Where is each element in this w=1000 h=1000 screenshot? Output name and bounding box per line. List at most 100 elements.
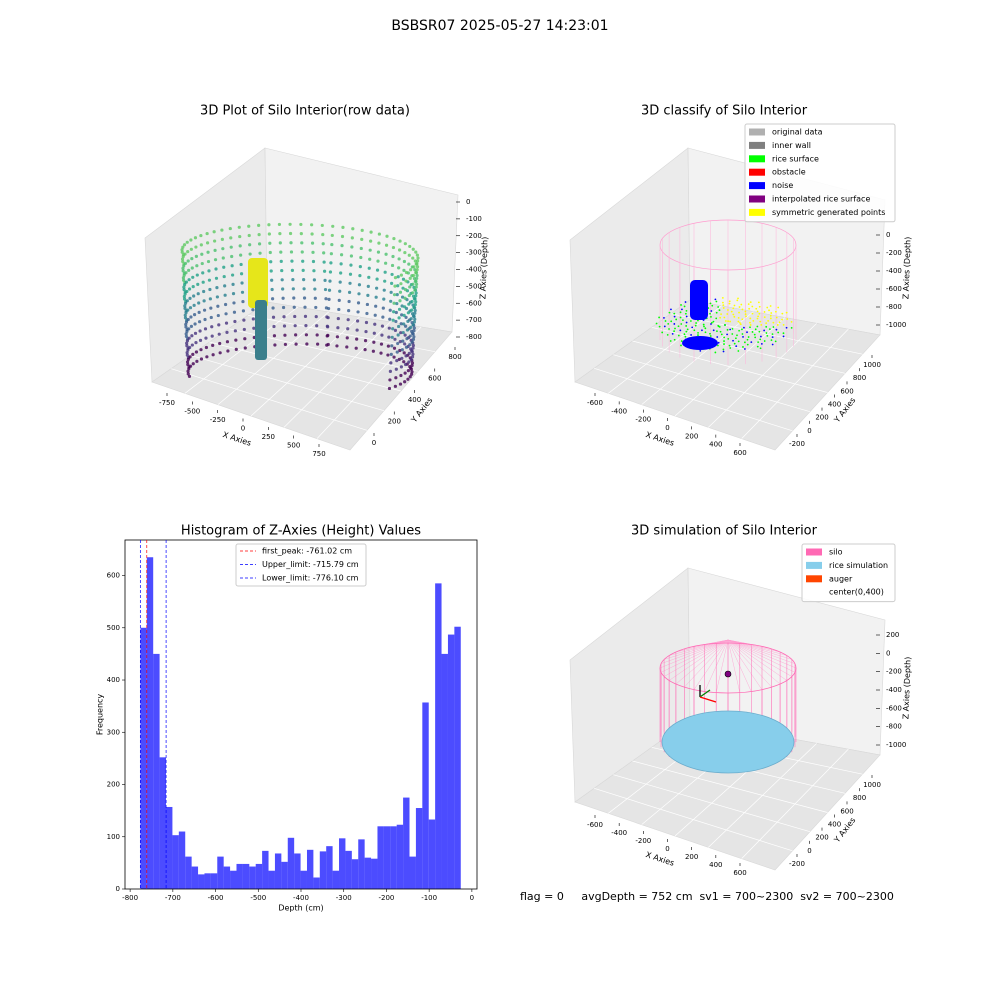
decor-point (683, 305, 686, 308)
y-tick-label: 0 (372, 439, 376, 447)
decor-point (181, 245, 185, 249)
decor-point (338, 280, 342, 284)
x-tick-label: 0 (470, 894, 474, 902)
decor-point (234, 338, 238, 342)
decor-point (412, 297, 417, 301)
y-tick-label: 0 (807, 847, 811, 855)
decor-point (723, 336, 726, 339)
decor-point (301, 268, 305, 273)
decor-point (752, 319, 755, 322)
decor-point (211, 343, 215, 348)
histogram-bar (172, 835, 179, 889)
decor-silo (727, 639, 741, 693)
decor-point (372, 331, 376, 335)
pane-grid (316, 326, 422, 439)
decor-point (714, 351, 717, 354)
decor-point (185, 350, 189, 355)
decor-point (193, 322, 197, 326)
decor-point (207, 269, 211, 273)
decor-point (191, 352, 195, 356)
y-axis-label: Frequency (96, 694, 105, 736)
decor-point (387, 335, 391, 339)
decor-point (398, 299, 402, 303)
decor-point (410, 363, 414, 368)
y-tick-label: 400 (828, 821, 841, 829)
decor-point (404, 270, 409, 275)
decor-point (683, 333, 686, 336)
decor-point (182, 285, 186, 289)
decor-point (180, 248, 184, 252)
decor-point (410, 331, 415, 335)
decor-point (182, 264, 186, 268)
decor-point (186, 357, 190, 361)
decor-point (379, 351, 383, 355)
decor-point (189, 247, 193, 251)
decor-point (337, 298, 341, 302)
decor-point (771, 336, 774, 338)
decor-point (187, 367, 191, 371)
x-tick-label: -100 (421, 894, 437, 902)
decor-point (415, 276, 419, 281)
y-tick-label: 1000 (863, 361, 881, 369)
decor-point (741, 333, 744, 335)
decor-point (325, 343, 329, 347)
decor-point (301, 259, 305, 263)
legend-swatch (749, 141, 765, 149)
decor-point (400, 304, 404, 308)
decor-point (336, 326, 340, 330)
decor-point (680, 323, 683, 325)
decor-point (213, 248, 217, 252)
decor-point (206, 259, 211, 264)
decor-point (668, 311, 671, 314)
decor-point (760, 342, 763, 345)
decor-point (675, 318, 678, 321)
decor-point (183, 261, 188, 266)
decor-point (413, 302, 417, 307)
decor-point (302, 287, 306, 291)
decor-point (403, 380, 407, 384)
decor-point (200, 261, 204, 266)
decor-point (273, 343, 277, 347)
decor-point (680, 304, 682, 306)
y-tick-label: 200 (815, 414, 828, 422)
histogram-bar (185, 856, 192, 889)
decor-point (395, 359, 399, 363)
decor-point (408, 343, 412, 347)
decor-point (365, 311, 369, 316)
decor-point (414, 300, 418, 304)
decor-point (746, 343, 749, 346)
decor-point (383, 279, 387, 283)
decor-point (414, 271, 418, 275)
decor-point (185, 344, 189, 348)
decor-point (279, 259, 283, 263)
decor-point (339, 262, 343, 266)
decor-point (755, 307, 758, 310)
figure-title: BSBSR07 2025-05-27 14:23:01 (391, 18, 608, 34)
decor-point (743, 348, 746, 350)
decor-point (368, 248, 372, 252)
decor-column (690, 280, 708, 320)
decor-point (349, 254, 354, 258)
x-tick-label: 0 (665, 424, 669, 432)
decor-point (185, 299, 189, 303)
decor-point (677, 334, 680, 337)
decor-point (215, 286, 219, 290)
decor-point (407, 293, 411, 298)
decor-point (337, 307, 341, 312)
decor-point (192, 294, 196, 298)
decor-point (202, 308, 207, 312)
histogram-bar (447, 634, 455, 889)
decor-point (790, 320, 793, 323)
decor-point (404, 354, 408, 358)
decor-point (684, 335, 687, 338)
decor-point (331, 224, 335, 228)
legend-swatch (749, 128, 765, 136)
decor-point (280, 268, 284, 273)
decor-point (679, 316, 682, 319)
decor-point (195, 264, 199, 268)
decor-point (717, 341, 720, 344)
decor-point (402, 313, 406, 317)
decor-point (340, 234, 345, 239)
decor-point (404, 345, 409, 349)
decor-point (742, 336, 744, 338)
